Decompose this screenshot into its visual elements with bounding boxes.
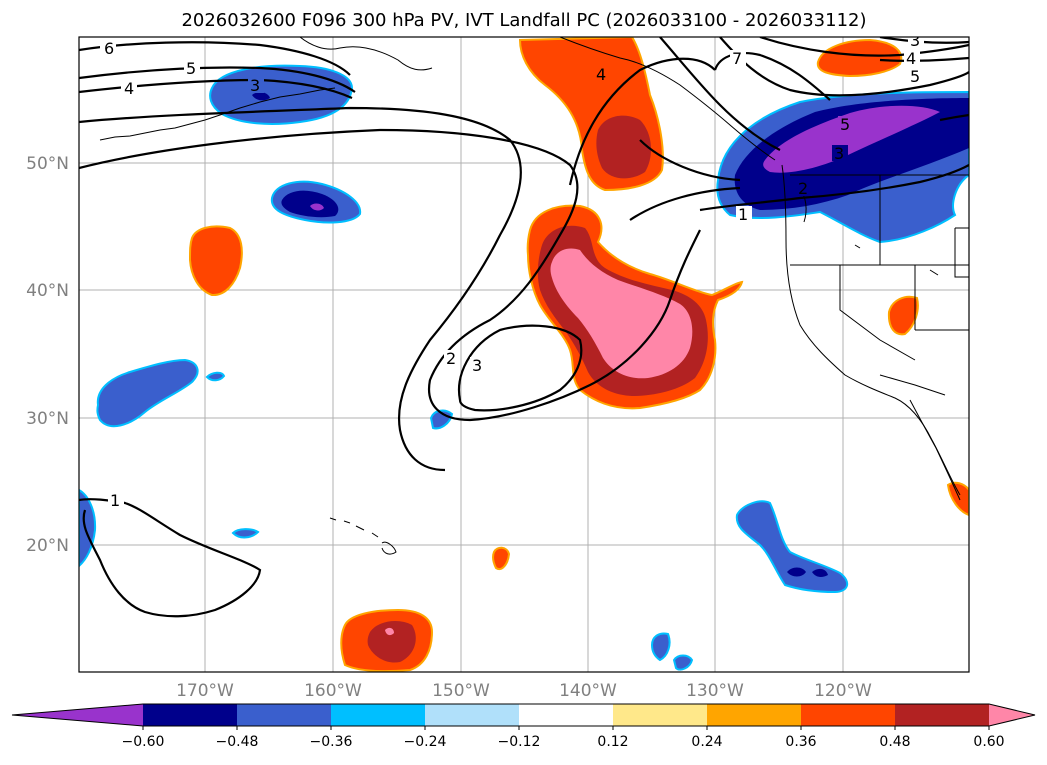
map-panel: 6 5 4 3 4 7 5 3 5 4 3 2 1 2 — [79, 31, 969, 672]
contour-label: 4 — [906, 49, 916, 68]
colorbar-segment — [707, 704, 802, 726]
contour-2 — [79, 128, 701, 422]
us-state-borders — [790, 175, 969, 361]
colorbar-segment — [801, 704, 896, 726]
colorbar-segment — [613, 704, 708, 726]
baja-coast — [909, 399, 961, 501]
west-pacific-blue-blob — [96, 358, 199, 428]
left-edge-blue — [79, 488, 97, 568]
contour-label: 3 — [834, 144, 844, 163]
contour-labels: 6 5 4 3 4 7 5 3 5 4 3 2 1 2 — [100, 31, 924, 510]
lon-label-140w: 140°W — [559, 681, 617, 701]
hawaii-islands — [329, 517, 397, 555]
lon-label-150w: 150°W — [432, 681, 490, 701]
lat-label-50: 50°N — [26, 154, 69, 174]
colorbar-tick-label: −0.24 — [404, 734, 447, 750]
contour-label: 2 — [446, 349, 456, 368]
contour-label: 1 — [738, 205, 748, 224]
lat-label-40: 40°N — [26, 281, 69, 301]
colorbar-segment — [331, 704, 426, 726]
colorbar-tick-label: 0.12 — [597, 734, 628, 750]
lon-label-160w: 160°W — [304, 681, 362, 701]
colorbar-tick-label: −0.12 — [498, 734, 541, 750]
contour-label: 4 — [124, 79, 134, 98]
colorbar-segment — [237, 704, 332, 726]
lat-label-30: 30°N — [26, 409, 69, 429]
contour-label: 7 — [732, 49, 742, 68]
colorbar-tick-label: 0.48 — [879, 734, 910, 750]
contour-label: 1 — [110, 491, 120, 510]
map-title: 2026032600 F096 300 hPa PV, IVT Landfall… — [181, 10, 866, 31]
colorbar-segment — [143, 704, 238, 726]
colorbar-tick-label: 0.60 — [973, 734, 1004, 750]
top-right-orange — [816, 38, 903, 78]
colorbar-tick-label: −0.60 — [122, 734, 165, 750]
colorbar-tick-label: 0.24 — [691, 734, 722, 750]
colorbar-tick-label: −0.36 — [310, 734, 353, 750]
contour-7 — [713, 52, 831, 101]
colorbar-tick-label: −0.48 — [216, 734, 259, 750]
colorbar-segment — [519, 704, 614, 726]
contour-label: 5 — [186, 59, 196, 78]
contour-label: 4 — [596, 65, 606, 84]
contour-6 — [79, 41, 351, 76]
lon-label-170w: 170°W — [176, 681, 234, 701]
lat-label-20: 20°N — [26, 536, 69, 556]
contour-label: 3 — [910, 31, 920, 50]
map-border — [78, 36, 970, 673]
lon-label-120w: 120°W — [814, 681, 872, 701]
negative-pv-anomalies — [79, 64, 969, 671]
colorbar-extend-max — [989, 704, 1035, 726]
contour-label: 6 — [104, 39, 114, 58]
west-orange-blob — [188, 225, 243, 297]
lon-label-130w: 130°W — [686, 681, 744, 701]
contour-5 — [79, 66, 356, 93]
contour-3 — [79, 106, 522, 472]
colorbar-tick-label: 0.36 — [785, 734, 816, 750]
colorbar: −0.60 −0.48 −0.36 −0.24 −0.12 0.12 0.24 0.36 0.4… — [11, 703, 1036, 750]
colorbar-extend-min — [12, 704, 143, 726]
alaska-coast — [299, 37, 433, 71]
contour-label: 2 — [798, 179, 808, 198]
coastlines — [99, 37, 969, 555]
contour-1-inner — [457, 324, 583, 412]
pv-contours — [79, 37, 969, 618]
ne-pacific-purple-core — [763, 105, 940, 173]
contour-1-southwest — [79, 498, 262, 618]
bc-coast — [559, 37, 776, 161]
colorbar-segment — [425, 704, 520, 726]
contour-label: 5 — [840, 115, 850, 134]
colorbar-segment — [895, 704, 990, 726]
contour-label: 5 — [910, 67, 920, 86]
longitude-labels: 170°W 160°W 150°W 140°W 130°W 120°W — [176, 681, 872, 701]
contour-label: 3 — [472, 356, 482, 375]
mexico-border — [879, 374, 946, 396]
contour-label: 3 — [250, 76, 260, 95]
latitude-labels: 50°N 40°N 30°N 20°N — [26, 154, 69, 556]
